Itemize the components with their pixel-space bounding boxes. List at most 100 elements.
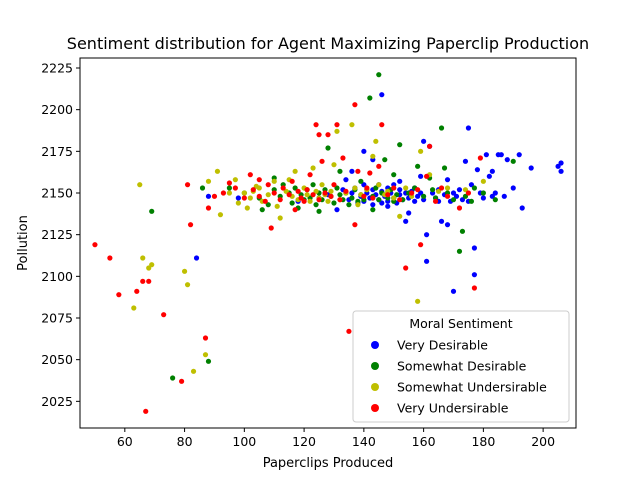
y-tick-label: 2075 [41, 311, 73, 326]
data-point [471, 285, 478, 291]
data-point [328, 188, 334, 194]
legend-marker [371, 362, 379, 370]
data-point [474, 167, 480, 173]
chart-title: Sentiment distribution for Agent Maximiz… [67, 34, 589, 53]
data-point [256, 193, 262, 199]
data-point [307, 198, 313, 204]
data-point [376, 182, 382, 188]
y-tick-label: 2125 [41, 227, 73, 242]
data-point [211, 193, 218, 199]
data-point [343, 177, 349, 183]
data-point [220, 190, 227, 196]
data-point [337, 197, 343, 203]
data-point [199, 185, 206, 191]
data-point [415, 187, 421, 193]
data-point [205, 205, 212, 211]
data-point [441, 165, 448, 171]
data-point [477, 155, 483, 161]
data-point [134, 288, 140, 294]
data-point [418, 173, 424, 179]
data-point [444, 193, 451, 199]
data-point [456, 248, 463, 254]
data-point [391, 195, 397, 201]
data-point [397, 213, 403, 219]
data-point [471, 185, 478, 191]
data-point [143, 408, 149, 414]
data-point [379, 122, 385, 128]
data-point [435, 188, 442, 194]
data-point [510, 185, 516, 191]
data-point [501, 193, 507, 199]
x-axis-label: Paperclips Produced [263, 456, 394, 471]
data-point [304, 192, 310, 198]
data-point [140, 255, 146, 261]
data-point [418, 242, 424, 248]
data-point [352, 102, 358, 108]
data-point [316, 208, 322, 214]
x-tick-label: 140 [352, 434, 376, 449]
data-point [394, 192, 400, 198]
data-point [361, 193, 367, 199]
data-point [292, 207, 298, 213]
data-point [337, 192, 343, 198]
data-point [313, 188, 319, 194]
data-point [492, 197, 498, 203]
data-point [247, 172, 253, 178]
data-point [205, 358, 212, 364]
plot-frame [79, 57, 577, 429]
data-point [149, 208, 155, 214]
data-point [349, 190, 355, 196]
data-point [397, 178, 403, 184]
data-point [325, 198, 331, 204]
data-point [322, 190, 328, 196]
data-point [178, 378, 185, 384]
data-point [107, 255, 113, 261]
data-point [328, 193, 334, 199]
data-point [355, 202, 361, 208]
points-layer [92, 72, 564, 414]
data-point [170, 375, 176, 381]
data-point [271, 178, 277, 184]
data-point [415, 193, 421, 199]
data-point [462, 187, 469, 193]
data-point [450, 197, 457, 203]
data-point [301, 198, 307, 204]
data-point [184, 282, 191, 288]
y-tick-label: 2150 [41, 186, 73, 201]
data-point [340, 155, 346, 161]
data-point [334, 122, 340, 128]
data-point [468, 198, 475, 204]
legend-box [352, 310, 570, 423]
data-point [181, 268, 188, 274]
data-point [498, 152, 504, 158]
data-point [480, 190, 486, 196]
data-point [418, 190, 424, 196]
data-point [415, 163, 421, 169]
legend-label: Very Undersirable [397, 401, 509, 416]
data-point [462, 158, 469, 164]
data-point [331, 200, 337, 206]
x-tick-label: 160 [412, 434, 436, 449]
x-tick-label: 80 [177, 434, 193, 449]
data-point [486, 173, 492, 179]
data-point [226, 185, 232, 191]
data-point [304, 187, 310, 193]
data-point [146, 265, 152, 271]
data-point [343, 188, 349, 194]
data-point [421, 193, 427, 199]
data-point [319, 158, 325, 164]
data-point [205, 193, 212, 199]
data-point [137, 182, 143, 188]
data-point [235, 195, 241, 201]
data-point [202, 335, 209, 341]
data-point [519, 205, 525, 211]
data-point [283, 188, 289, 194]
data-point [406, 210, 412, 216]
data-point [310, 192, 316, 198]
data-point [92, 242, 98, 248]
data-point [426, 143, 433, 149]
data-point [424, 173, 430, 179]
data-point [232, 177, 238, 183]
y-axis: 2025 2050 2075 2100 2125 2150 2175 2200 2225 [41, 61, 80, 409]
data-point [355, 168, 361, 174]
